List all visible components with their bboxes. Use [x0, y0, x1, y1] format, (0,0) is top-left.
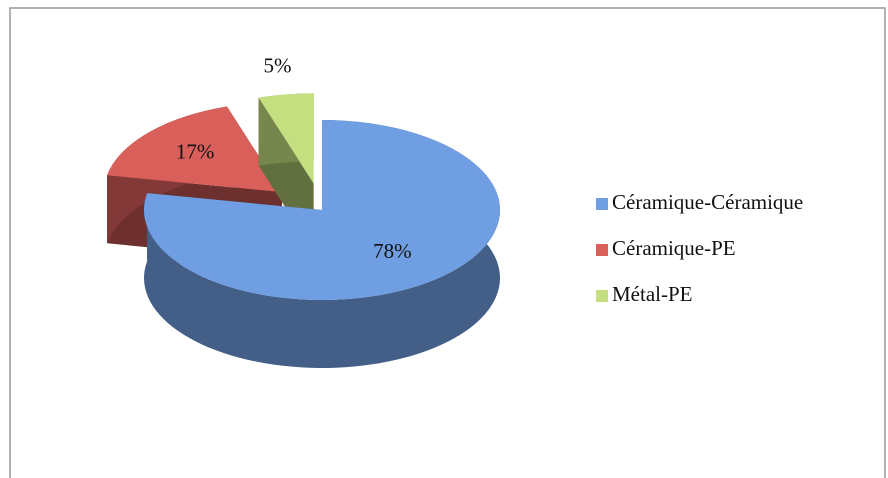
legend-swatch	[596, 244, 608, 256]
slice	[258, 93, 314, 184]
data-label: 78%	[373, 239, 412, 263]
legend-swatch	[596, 198, 608, 210]
legend-label: Métal-PE	[612, 282, 692, 306]
legend-label: Céramique-PE	[612, 236, 736, 260]
chart-frame	[9, 7, 886, 478]
slice	[107, 106, 282, 193]
data-label: 17%	[176, 139, 215, 163]
slice	[144, 120, 500, 300]
data-label: 5%	[263, 54, 291, 78]
legend-swatch	[596, 290, 608, 302]
legend-label: Céramique-Céramique	[612, 190, 803, 214]
